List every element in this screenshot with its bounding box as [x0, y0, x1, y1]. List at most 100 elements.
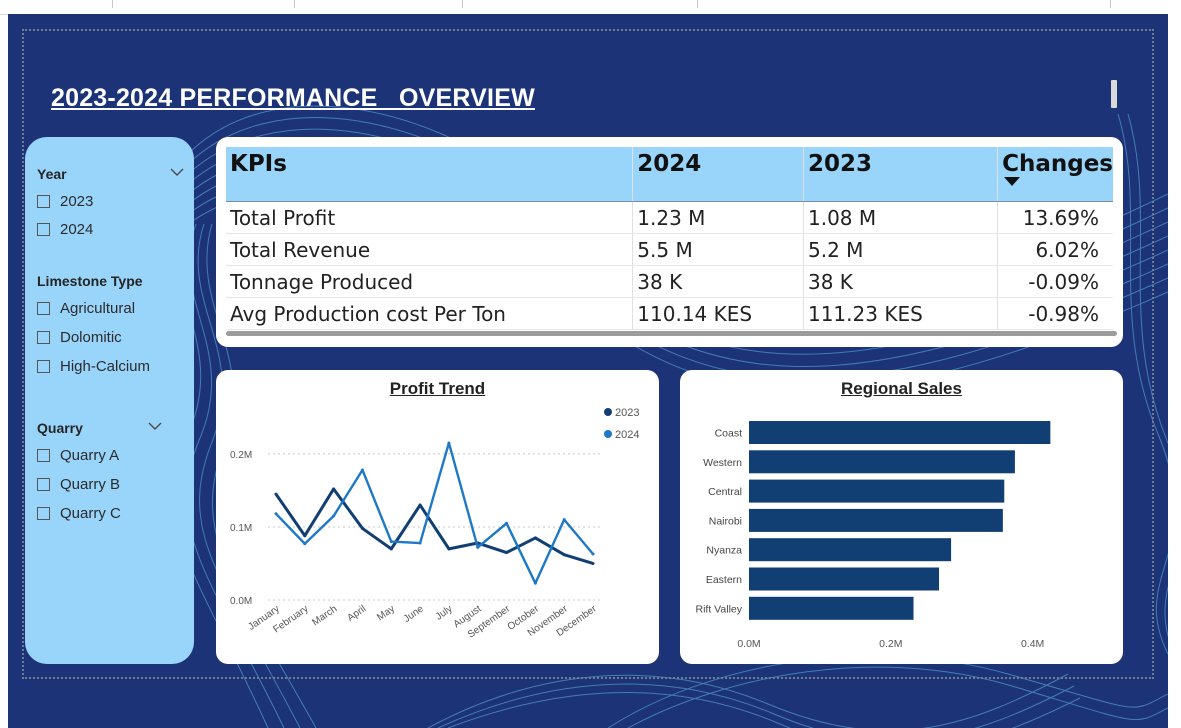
data-point[interactable]	[418, 541, 422, 545]
value-2024-cell: 38 K	[632, 265, 804, 298]
checkbox[interactable]	[37, 301, 50, 315]
data-point[interactable]	[562, 553, 566, 557]
profit-trend-card: Profit Trend 0.0M 0.1M 0.2M January February…	[216, 370, 659, 664]
x-tick-label: May	[375, 603, 397, 623]
checkbox[interactable]	[37, 330, 50, 344]
table-row: Total Profit 1.23 M 1.08 M 13.69%	[226, 201, 1113, 234]
legend-label[interactable]: 2023	[615, 407, 639, 419]
legend-label[interactable]: 2024	[615, 429, 639, 441]
bar[interactable]	[749, 538, 952, 562]
bar[interactable]	[749, 567, 940, 591]
quarry-slicer-header: Quarry	[37, 420, 83, 436]
table-horizontal-scrollbar[interactable]	[226, 331, 1117, 336]
sort-descending-icon[interactable]	[1004, 177, 1021, 186]
column-header-2024[interactable]: 2024	[632, 147, 804, 202]
bar[interactable]	[749, 479, 1005, 503]
data-point[interactable]	[591, 561, 595, 565]
kpi-name-cell: Avg Production cost Per Ton	[226, 297, 633, 330]
category-label: Eastern	[706, 574, 742, 586]
data-point[interactable]	[303, 534, 307, 538]
report-canvas: 2023-2024 PERFORMANCE OVERVIEW Year 2023…	[8, 14, 1168, 728]
x-tick-label: 0.4M	[1021, 638, 1044, 650]
category-label: Rift Valley	[696, 603, 743, 615]
regional-sales-chart: Coast Western Central Nairobi Nyanza Eastern R…	[696, 421, 1051, 650]
data-point[interactable]	[389, 547, 393, 551]
legend-marker	[604, 430, 612, 438]
data-point[interactable]	[303, 542, 307, 546]
limestone-option-high-calcium[interactable]: High-Calcium	[37, 357, 150, 375]
checkbox[interactable]	[37, 448, 50, 462]
chevron-down-icon[interactable]	[148, 421, 162, 431]
data-point[interactable]	[533, 581, 537, 585]
quarry-option-label: Quarry A	[60, 446, 120, 464]
series-line-2023[interactable]	[274, 487, 594, 565]
change-cell: 6.02%	[997, 233, 1113, 266]
year-option-2024[interactable]: 2024	[37, 220, 93, 238]
column-header-changes[interactable]: Changes	[997, 147, 1113, 202]
vertical-scrollbar-thumb[interactable]	[1111, 80, 1117, 108]
checkbox[interactable]	[37, 477, 50, 491]
data-point[interactable]	[476, 545, 480, 549]
data-point[interactable]	[505, 521, 509, 525]
top-bar-divider	[697, 0, 698, 8]
data-point[interactable]	[505, 551, 509, 555]
column-header-kpis[interactable]: KPIs	[226, 147, 633, 202]
x-tick-label: March	[310, 603, 339, 628]
data-point[interactable]	[389, 540, 393, 544]
legend-marker	[604, 408, 612, 416]
x-tick-label: June	[402, 603, 426, 625]
top-bar-divider	[462, 0, 463, 8]
column-header-2023[interactable]: 2023	[802, 147, 998, 202]
data-point[interactable]	[360, 526, 364, 530]
data-point[interactable]	[332, 514, 336, 518]
data-point[interactable]	[360, 468, 364, 472]
y-tick-label: 0.1M	[230, 523, 252, 534]
data-point[interactable]	[533, 536, 537, 540]
year-option-label: 2023	[60, 192, 94, 210]
data-point[interactable]	[591, 552, 595, 556]
value-2024-cell: 1.23 M	[632, 201, 804, 234]
category-label: Nyanza	[706, 545, 742, 557]
category-label: Nairobi	[709, 515, 742, 527]
bar[interactable]	[749, 421, 1051, 444]
data-point[interactable]	[562, 518, 566, 522]
checkbox[interactable]	[37, 359, 50, 373]
limestone-option-dolomitic[interactable]: Dolomitic	[37, 328, 122, 346]
data-point[interactable]	[332, 487, 336, 491]
regional-sales-card: Regional Sales Coast Western Central Nairob…	[680, 370, 1123, 664]
limestone-option-agricultural[interactable]: Agricultural	[37, 299, 135, 317]
data-point[interactable]	[447, 441, 451, 445]
bar[interactable]	[749, 450, 1015, 474]
value-2023-cell: 5.2 M	[802, 233, 998, 266]
data-point[interactable]	[274, 492, 278, 496]
quarry-option-a[interactable]: Quarry A	[37, 446, 119, 464]
kpi-name-cell: Total Revenue	[226, 233, 633, 266]
bar[interactable]	[749, 508, 1003, 532]
checkbox[interactable]	[37, 222, 50, 236]
table-row: Tonnage Produced 38 K 38 K -0.09%	[226, 265, 1113, 298]
quarry-option-b[interactable]: Quarry B	[37, 475, 120, 493]
kpi-table: KPIs 2024 2023 Changes Total Profit 1.23…	[226, 147, 1113, 330]
top-bar-divider	[112, 0, 113, 8]
y-tick-label: 0.2M	[230, 450, 252, 461]
x-tick-label: 0.2M	[879, 638, 902, 650]
bar[interactable]	[749, 596, 914, 620]
value-2024-cell: 5.5 M	[632, 233, 804, 266]
limestone-option-label: High-Calcium	[60, 357, 151, 375]
x-tick-label: April	[345, 603, 368, 623]
data-point[interactable]	[447, 547, 451, 551]
checkbox[interactable]	[37, 506, 50, 520]
category-label: Central	[708, 486, 742, 498]
checkbox[interactable]	[37, 194, 50, 208]
series-line-2024[interactable]	[275, 441, 594, 585]
data-point[interactable]	[418, 503, 422, 507]
regional-sales-title: Regional Sales	[841, 379, 962, 398]
year-option-2023[interactable]: 2023	[37, 192, 93, 210]
limestone-option-label: Dolomitic	[60, 328, 122, 346]
data-point[interactable]	[274, 512, 278, 516]
top-bar-divider	[294, 0, 295, 8]
chevron-down-icon[interactable]	[170, 167, 184, 177]
quarry-option-c[interactable]: Quarry C	[37, 504, 121, 522]
category-label: Western	[703, 457, 742, 469]
